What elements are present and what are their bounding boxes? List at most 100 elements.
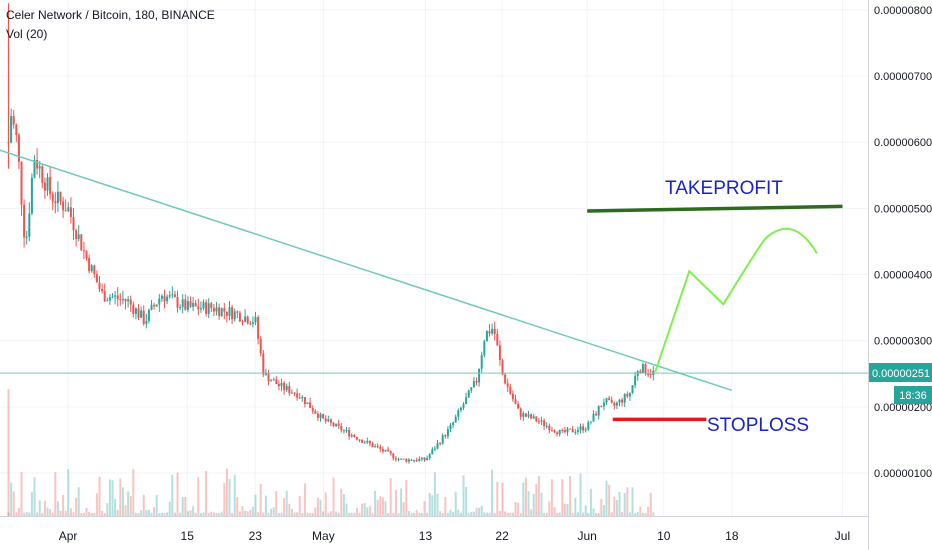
volume-bar — [511, 512, 514, 516]
candle-body — [459, 407, 462, 411]
candle-body — [584, 429, 587, 431]
candle-body — [556, 432, 559, 435]
candle-body — [428, 454, 431, 459]
time-tick-label: 22 — [495, 529, 509, 543]
candle-body — [12, 116, 15, 125]
volume-bar — [647, 506, 650, 516]
volume-bar — [272, 507, 275, 516]
candle-body — [28, 213, 31, 237]
volume-bar — [189, 510, 192, 516]
candle-body — [384, 449, 387, 452]
volume-bar — [205, 470, 208, 516]
candle-body — [77, 234, 80, 240]
candle-body — [137, 308, 140, 318]
candle-body — [488, 331, 491, 334]
candle-body — [522, 413, 525, 417]
candle-body — [389, 451, 392, 454]
candle-body — [189, 301, 192, 307]
volume-bar — [363, 503, 366, 516]
volume-bar — [98, 476, 101, 516]
candle-body — [537, 421, 540, 423]
candle-body — [280, 383, 283, 387]
candle-body — [59, 191, 62, 202]
candle-body — [600, 406, 603, 408]
volume-bar — [446, 512, 449, 516]
candle-body — [457, 410, 460, 417]
candle-body — [400, 458, 403, 460]
volume-bar — [316, 497, 319, 516]
candle-body — [30, 177, 33, 214]
candle-body — [20, 161, 23, 205]
candle-body — [129, 299, 132, 305]
candle-body — [582, 426, 585, 431]
candle-body — [587, 422, 590, 430]
candle-body — [194, 303, 197, 307]
volume-bar — [454, 491, 457, 516]
candle-body — [111, 296, 114, 298]
candle-body — [511, 393, 514, 400]
volume-bar — [522, 482, 525, 516]
volume-bar — [610, 512, 613, 516]
candle-body — [168, 295, 171, 297]
candle-body — [158, 298, 161, 305]
volume-bar — [501, 482, 504, 516]
candle-body — [605, 398, 608, 403]
volume-bar — [64, 510, 67, 516]
candle-body — [361, 439, 364, 443]
volume-bar — [114, 498, 117, 516]
volume-bar — [431, 495, 434, 516]
candle-body — [623, 394, 626, 403]
candle-body — [155, 304, 158, 307]
volume-bar — [220, 511, 223, 516]
volume-bar — [249, 509, 252, 516]
volume-bar — [262, 512, 265, 516]
candle-body — [62, 201, 65, 211]
volume-bar — [80, 512, 83, 516]
candle-body — [371, 443, 374, 447]
volume-indicator-label[interactable]: Vol (20) — [6, 27, 48, 41]
candle-body — [597, 406, 600, 416]
candle-body — [314, 411, 317, 414]
price-tick-label: 0.00000600 — [874, 137, 932, 149]
candle-body — [376, 446, 379, 448]
candle-body — [509, 386, 512, 394]
candle-body — [436, 443, 439, 449]
volume-bar — [166, 512, 169, 516]
volume-bar — [545, 512, 548, 516]
volume-bar — [366, 507, 369, 516]
candle-body — [202, 302, 205, 309]
volume-bar — [558, 512, 561, 516]
volume-bar — [634, 512, 637, 516]
volume-bar — [587, 512, 590, 516]
candle-body — [332, 422, 335, 427]
candle-body — [108, 297, 111, 301]
volume-bar — [7, 389, 10, 516]
volume-bar — [504, 511, 507, 516]
candle-body — [329, 419, 332, 423]
volume-bar — [400, 488, 403, 516]
volume-bar — [441, 512, 444, 516]
candle-body — [381, 449, 384, 452]
candle-body — [296, 393, 299, 398]
candle-body — [615, 402, 618, 406]
chart-grid — [0, 0, 868, 516]
volume-bar — [30, 492, 33, 516]
candle-body — [176, 296, 179, 308]
volume-bar — [179, 512, 182, 516]
candle-body — [270, 380, 273, 382]
volume-bar — [537, 476, 540, 516]
candle-body — [171, 294, 174, 296]
volume-bar — [129, 496, 132, 516]
candle-body — [80, 234, 83, 251]
symbol-title[interactable]: Celer Network / Bitcoin, 180, BINANCE — [6, 8, 215, 22]
price-tick-label: 0.00000800 — [874, 5, 932, 17]
candle-body — [462, 404, 465, 408]
candle-body — [233, 311, 236, 320]
price-tick-label: 0.00000400 — [874, 270, 932, 282]
candle-body — [72, 216, 75, 231]
candle-body — [93, 265, 96, 275]
volume-bar — [72, 512, 75, 516]
candle-body — [181, 299, 184, 308]
last-price-value: 0.00000251 — [872, 368, 930, 380]
